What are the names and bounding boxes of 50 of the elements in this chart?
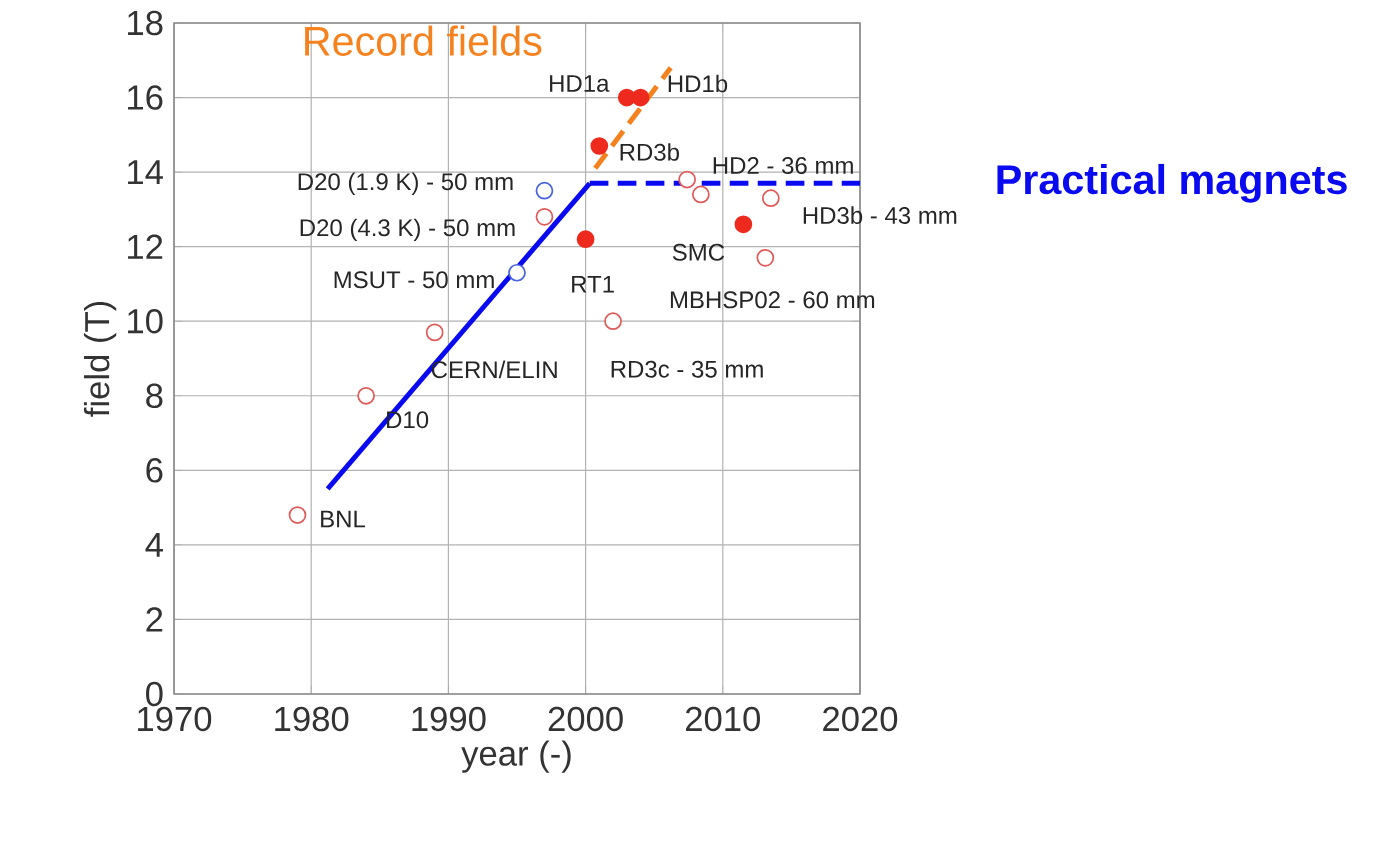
annotation: D10 xyxy=(387,411,429,429)
annotation: D20 (1.9 K) - 50 mm xyxy=(298,172,513,195)
point xyxy=(631,88,650,107)
x-tick-label: 1970 xyxy=(138,706,212,732)
point xyxy=(691,185,710,204)
y-tick-label: 16 xyxy=(128,85,163,110)
y-tick-label: 0 xyxy=(146,681,163,707)
point xyxy=(756,248,775,267)
point xyxy=(357,386,375,405)
annotation: HD1a xyxy=(550,75,610,92)
point xyxy=(604,312,622,331)
point xyxy=(535,181,554,200)
annotation: MBHSP02 - 60 mm xyxy=(670,291,875,309)
point xyxy=(576,230,595,249)
y-tick-label: 10 xyxy=(128,308,163,334)
y-tick-label: 14 xyxy=(128,160,163,185)
point xyxy=(288,506,307,524)
x-axis-title: year (-) xyxy=(461,740,571,773)
annotation: HD3b - 43 mm xyxy=(803,206,957,224)
point xyxy=(734,215,753,234)
y-tick-label: 12 xyxy=(128,234,163,259)
annotation: MSUT - 50 mm xyxy=(334,271,494,289)
x-tick-label: 1990 xyxy=(412,706,486,732)
y-tick-label: 6 xyxy=(146,458,163,483)
annotation: HD1b xyxy=(668,74,728,93)
point xyxy=(678,170,696,189)
y-tick-label: 2 xyxy=(146,607,163,632)
point xyxy=(508,263,526,282)
x-tick-label: 2020 xyxy=(823,706,898,732)
x-tick-label: 2010 xyxy=(685,706,760,732)
annotation: RD3b xyxy=(620,143,679,161)
annotation: SMC xyxy=(672,243,725,261)
annotation: CERN/ELIN xyxy=(431,360,557,379)
point xyxy=(761,189,780,208)
annotation: HD2 - 36 mm xyxy=(713,157,853,175)
y-axis-title: field (T) xyxy=(83,301,117,417)
point xyxy=(590,137,609,155)
annotation: RD3c - 35 mm xyxy=(611,360,763,378)
x-tick-label: 2000 xyxy=(548,706,623,732)
annotation: D20 (4.3 K) - 50 mm xyxy=(300,218,515,242)
y-tick-label: 18 xyxy=(128,10,163,36)
x-tick-label: 1980 xyxy=(275,706,349,732)
y-tick-label: 4 xyxy=(145,532,163,557)
point xyxy=(535,207,554,226)
text: Practical magnets xyxy=(997,163,1347,203)
y-tick-label: 8 xyxy=(146,383,163,409)
text: Record fields xyxy=(305,25,542,56)
point xyxy=(425,323,444,342)
annotation: RT1 xyxy=(572,275,614,293)
annotation: BNL xyxy=(321,510,366,528)
